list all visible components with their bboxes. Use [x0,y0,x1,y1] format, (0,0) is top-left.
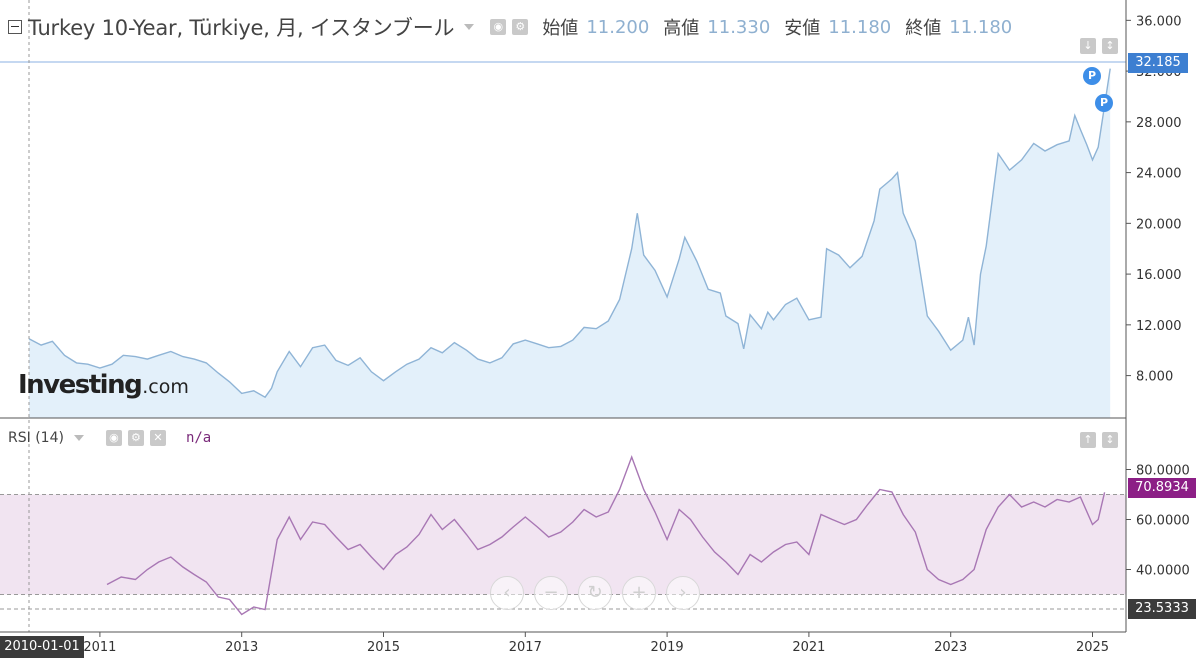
high-label: 高値 [663,18,700,39]
rsi-tick-label: 80.0000 [1136,464,1190,479]
eye-icon[interactable]: ◉ [105,430,122,446]
event-marker-p[interactable]: P [1083,67,1101,85]
price-tick-label: 28.000 [1136,116,1182,131]
gear-icon[interactable]: ⚙ [127,430,144,446]
high-value: 11.330 [707,16,771,38]
time-tick-label: 2017 [509,640,542,655]
title-dropdown-icon[interactable] [464,24,475,30]
current-price-tag: 32.185 [1128,53,1188,73]
price-area-fill [29,68,1111,418]
time-tick-label: 2025 [1076,640,1109,655]
logo-main-text: Investing [18,370,143,400]
main-legend: Turkey 10-Year, Türkiye, 月, イスタンブール ◉ ⚙ … [8,12,1012,42]
time-tick-label: 2013 [225,640,258,655]
rsi-low-tag: 23.5333 [1128,599,1196,619]
eye-icon[interactable]: ◉ [490,19,507,35]
rsi-dropdown-icon[interactable] [73,435,84,441]
close-label: 終値 [905,18,942,39]
rsi-overbought-oversold-band [0,494,1126,595]
time-tick-label: 2015 [367,640,400,655]
price-tick-label: 20.000 [1136,217,1182,232]
scroll-left-button[interactable]: ‹ [490,576,524,610]
open-value: 11.200 [586,16,650,38]
rsi-tick-label: 40.0000 [1136,564,1190,579]
scroll-right-button[interactable]: › [666,576,700,610]
rsi-line [106,454,1106,616]
close-value: 11.180 [949,16,1013,38]
move-up-icon[interactable]: ↑ [1080,432,1096,448]
price-tick-label: 16.000 [1136,268,1182,283]
rsi-title[interactable]: RSI (14) [8,430,64,446]
logo-suffix-text: .com [142,376,189,398]
gear-icon[interactable]: ⚙ [512,19,529,35]
scroll-down-icon[interactable]: ↓ [1080,38,1096,54]
price-tick-label: 36.000 [1136,14,1182,29]
rsi-axis: 80.0000 60.0000 40.0000 [1126,464,1190,579]
open-label: 始値 [542,18,579,39]
time-axis: 2011 2013 2015 2017 2019 2021 2023 2025 [83,632,1109,655]
price-tick-label: 12.000 [1136,319,1182,334]
time-tick-label: 2011 [83,640,116,655]
close-icon[interactable]: ✕ [149,430,166,446]
rsi-legend: RSI (14) ◉ ⚙ ✕ n/a [8,430,211,446]
time-tick-label: 2021 [792,640,825,655]
rsi-current-tag: 70.8934 [1128,478,1196,498]
expand-pane-icon[interactable]: ↕ [1102,432,1118,448]
crosshair-date-tag: 2010-01-01 [0,636,84,658]
time-tick-label: 2023 [934,640,967,655]
chart-nav-controls: ‹ − ↻ + › [490,576,700,610]
investing-logo: Investing .com [18,370,189,400]
time-tick-label: 2019 [651,640,684,655]
reset-view-button[interactable]: ↻ [578,576,612,610]
rsi-value: n/a [185,430,212,446]
event-marker-p[interactable]: P [1095,94,1113,112]
low-value: 11.180 [828,16,892,38]
zoom-out-button[interactable]: − [534,576,568,610]
rsi-tick-label: 60.0000 [1136,514,1190,529]
low-label: 安値 [784,18,821,39]
zoom-in-button[interactable]: + [622,576,656,610]
price-tick-label: 24.000 [1136,167,1182,182]
price-axis: 36.00032.00028.00024.00020.00016.00012.0… [1126,14,1182,385]
price-tick-label: 8.000 [1136,370,1173,385]
expand-pane-icon[interactable]: ↕ [1102,38,1118,54]
collapse-pane-button[interactable] [8,20,22,34]
price-line [28,68,1111,399]
instrument-title[interactable]: Turkey 10-Year, Türkiye, 月, イスタンブール [28,16,455,40]
